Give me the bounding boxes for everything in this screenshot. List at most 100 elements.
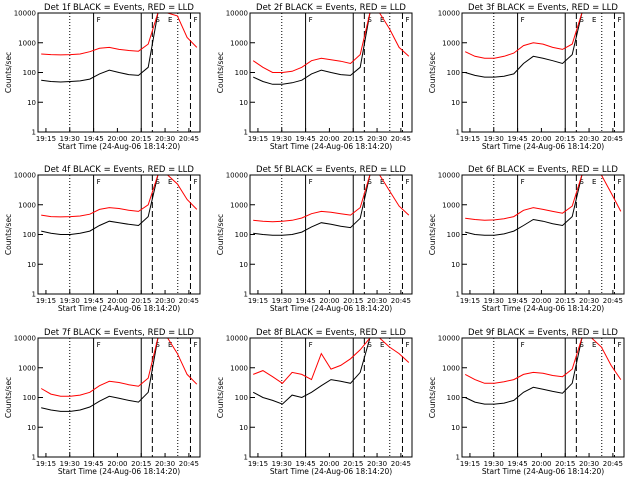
- x-tick-label: 19:45: [507, 460, 527, 468]
- flag-letter: S: [155, 16, 160, 24]
- y-tick-label: 1000: [230, 39, 248, 47]
- x-axis-label: Start Time (24-Aug-06 18:14:20): [270, 304, 392, 313]
- panel-title: Det 6f BLACK = Events, RED = LLD: [468, 165, 618, 175]
- series-events-line: [465, 12, 621, 78]
- y-axis-label: Counts/sec: [4, 377, 13, 418]
- x-tick-label: 19:30: [272, 460, 292, 468]
- y-tick-label: 100: [447, 69, 460, 77]
- x-tick-label: 19:30: [272, 135, 292, 143]
- x-tick-label: 20:15: [555, 460, 575, 468]
- y-tick-label: 100: [23, 69, 36, 77]
- series-events-line: [41, 174, 197, 235]
- y-tick-label: 1: [456, 129, 460, 137]
- x-tick-label: 19:30: [60, 460, 80, 468]
- x-tick-label: 19:45: [507, 297, 527, 305]
- flag-letter: F: [193, 16, 197, 24]
- series-lld-line: [253, 337, 410, 384]
- y-tick-label: 10000: [438, 10, 460, 18]
- panel-title: Det 4f BLACK = Events, RED = LLD: [44, 165, 194, 175]
- flag-letter: E: [380, 178, 384, 186]
- y-axis-label: Counts/sec: [428, 52, 437, 93]
- series-lld-line: [252, 12, 410, 73]
- flag-letter: E: [592, 341, 596, 349]
- y-axis-label: Counts/sec: [4, 214, 13, 255]
- flag-letter: F: [405, 16, 409, 24]
- x-tick-label: 20:45: [391, 460, 411, 468]
- flag-letter: E: [592, 16, 596, 24]
- x-axis-label: Start Time (24-Aug-06 18:14:20): [58, 304, 180, 313]
- x-tick-label: 20:00: [107, 460, 127, 468]
- flag-letter: F: [309, 16, 313, 24]
- panel-title: Det 3f BLACK = Events, RED = LLD: [468, 3, 618, 13]
- x-tick-label: 19:30: [484, 297, 504, 305]
- detector-panel: Det 2f BLACK = Events, RED = LLD F S E F 1 10 1…: [216, 3, 413, 151]
- x-tick-label: 20:00: [531, 460, 551, 468]
- detector-panel: Det 6f BLACK = Events, RED = LLD F S E F 1 10 1…: [428, 165, 625, 313]
- panel-title: Det 7f BLACK = Events, RED = LLD: [44, 328, 194, 338]
- y-tick-label: 100: [23, 394, 36, 402]
- flag-letter: F: [309, 178, 313, 186]
- x-tick-label: 19:15: [248, 135, 268, 143]
- detector-panel: Det 9f BLACK = Events, RED = LLD F S E F 1 10 1…: [428, 328, 625, 476]
- y-tick-label: 1: [244, 129, 248, 137]
- flag-letter: F: [193, 178, 197, 186]
- x-axis-label: Start Time (24-Aug-06 18:14:20): [270, 142, 392, 151]
- x-tick-label: 20:45: [179, 460, 199, 468]
- x-tick-label: 20:30: [155, 297, 175, 305]
- series-lld-line: [41, 12, 198, 56]
- panel-title: Det 5f BLACK = Events, RED = LLD: [256, 165, 406, 175]
- x-tick-label: 20:45: [391, 135, 411, 143]
- y-tick-label: 100: [447, 394, 460, 402]
- flag-letter: F: [309, 341, 313, 349]
- series-events-line: [465, 174, 621, 236]
- x-tick-label: 19:15: [460, 460, 480, 468]
- y-tick-label: 1: [456, 291, 460, 299]
- x-tick-label: 20:30: [155, 460, 175, 468]
- x-tick-label: 20:00: [107, 135, 127, 143]
- flag-letter: F: [97, 178, 101, 186]
- panel-title: Det 2f BLACK = Events, RED = LLD: [256, 3, 406, 13]
- x-tick-label: 20:30: [155, 135, 175, 143]
- y-tick-label: 1: [32, 291, 36, 299]
- x-tick-label: 19:15: [248, 297, 268, 305]
- series-events-line: [41, 337, 197, 412]
- y-tick-label: 10: [239, 99, 248, 107]
- x-tick-label: 19:30: [484, 135, 504, 143]
- flag-letter: F: [405, 341, 409, 349]
- y-tick-label: 1000: [442, 201, 460, 209]
- y-axis-label: Counts/sec: [4, 52, 13, 93]
- x-tick-label: 20:00: [319, 297, 339, 305]
- x-tick-label: 20:15: [343, 460, 363, 468]
- y-tick-label: 10000: [438, 172, 460, 180]
- detector-panel: Det 4f BLACK = Events, RED = LLD F S E F 1 10 1…: [4, 165, 201, 313]
- y-tick-label: 10: [239, 424, 248, 432]
- panel-title: Det 1f BLACK = Events, RED = LLD: [44, 3, 194, 13]
- y-tick-label: 10000: [438, 335, 460, 343]
- flag-letter: F: [617, 178, 621, 186]
- detector-panel: Det 7f BLACK = Events, RED = LLD F S E F 1 10 1…: [4, 328, 201, 476]
- flag-letter: E: [592, 178, 596, 186]
- series-events-line: [252, 337, 409, 405]
- y-tick-label: 10000: [14, 335, 36, 343]
- x-axis-label: Start Time (24-Aug-06 18:14:20): [482, 467, 604, 476]
- x-tick-label: 20:15: [131, 297, 151, 305]
- x-tick-label: 20:15: [343, 135, 363, 143]
- x-tick-label: 20:00: [531, 135, 551, 143]
- x-tick-label: 20:45: [179, 297, 199, 305]
- y-tick-label: 10000: [226, 10, 248, 18]
- x-tick-label: 19:30: [60, 297, 80, 305]
- plot-frame: [461, 12, 625, 133]
- x-tick-label: 20:00: [319, 135, 339, 143]
- x-tick-label: 20:45: [391, 297, 411, 305]
- plot-frame: [461, 337, 625, 458]
- x-tick-label: 19:45: [83, 460, 103, 468]
- flag-letter: S: [155, 341, 160, 349]
- flag-letter: S: [579, 178, 584, 186]
- flag-letter: F: [521, 341, 525, 349]
- x-tick-label: 20:15: [555, 135, 575, 143]
- y-tick-label: 1: [32, 454, 36, 462]
- x-axis-label: Start Time (24-Aug-06 18:14:20): [482, 142, 604, 151]
- flag-letter: S: [579, 341, 584, 349]
- series-lld-line: [464, 337, 622, 384]
